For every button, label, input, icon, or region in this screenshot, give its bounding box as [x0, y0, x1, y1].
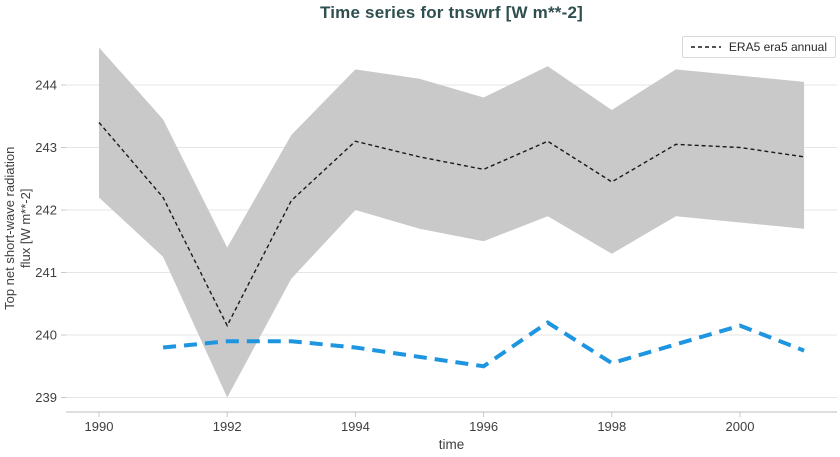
y-tick-label: 240 [35, 328, 57, 343]
x-axis-label: time [438, 437, 465, 452]
legend-label: ERA5 era5 annual [728, 40, 827, 54]
y-tick-label: 242 [35, 203, 57, 218]
y-tick-label: 241 [35, 265, 57, 280]
x-tick-label: 2000 [726, 419, 755, 434]
chart-title: Time series for tnswrf [W m**-2] [319, 3, 584, 22]
x-tick-label: 1994 [341, 419, 370, 434]
x-tick-label: 1992 [213, 419, 242, 434]
era5-annual-line [98, 122, 805, 328]
blue-series-line [162, 320, 805, 369]
legend[interactable]: ERA5 era5 annual [681, 36, 836, 58]
legend-line-sample-icon [690, 46, 721, 48]
y-tick-label: 243 [35, 140, 57, 155]
x-tick-label: 1998 [597, 419, 626, 434]
x-tick-label: 1990 [85, 419, 114, 434]
y-tick-label: 244 [35, 78, 57, 93]
y-tick-label: 239 [35, 390, 57, 405]
x-tick-label: 1996 [469, 419, 498, 434]
uncertainty-band [99, 47, 805, 398]
